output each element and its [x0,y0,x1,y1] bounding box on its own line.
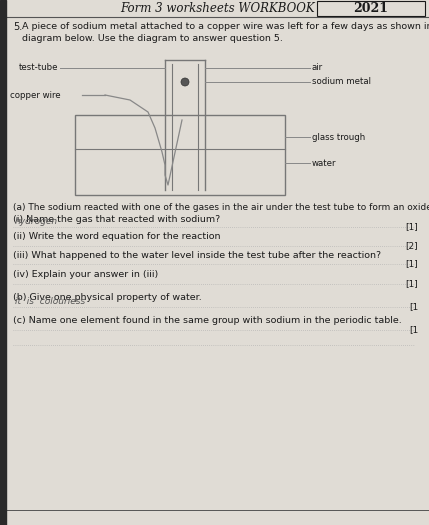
Text: air: air [312,64,323,72]
Text: (a) The sodium reacted with one of the gases in the air under the test tube to f: (a) The sodium reacted with one of the g… [13,203,429,212]
Text: Form 3 worksheets WORKBOOK: Form 3 worksheets WORKBOOK [121,3,315,16]
Text: (b) Give one physical property of water.: (b) Give one physical property of water. [13,293,202,302]
Text: copper wire: copper wire [10,90,60,100]
Text: (ii) Write the word equation for the reaction: (ii) Write the word equation for the rea… [13,232,221,241]
Text: sodium metal: sodium metal [312,78,371,87]
Text: (iii) What happened to the water level inside the test tube after the reaction?: (iii) What happened to the water level i… [13,251,381,260]
Text: (i) Name the gas that reacted with sodium?: (i) Name the gas that reacted with sodiu… [13,215,220,224]
Text: [1]: [1] [405,223,418,232]
Text: [1: [1 [409,326,418,334]
Text: 2021: 2021 [353,2,389,15]
Text: 5.: 5. [13,22,22,32]
Text: (iv) Explain your answer in (iii): (iv) Explain your answer in (iii) [13,270,158,279]
Circle shape [181,78,189,86]
Bar [0,0,6,525]
Text: A piece of sodium metal attached to a copper wire was left for a few days as sho: A piece of sodium metal attached to a co… [22,22,429,43]
Bar [317,1,425,16]
Text: hydrogen: hydrogen [15,217,58,226]
Text: [1]: [1] [405,259,418,268]
Text: water: water [312,159,336,167]
Text: glass trough: glass trough [312,133,365,142]
Text: [2]: [2] [405,242,418,250]
Text: (c) Name one element found in the same group with sodium in the periodic table.: (c) Name one element found in the same g… [13,316,402,325]
Bar [75,115,285,195]
Text: [1: [1 [409,302,418,311]
Text: it  is  colourless: it is colourless [15,297,85,306]
Text: test-tube: test-tube [18,64,58,72]
Text: [1]: [1] [405,279,418,289]
